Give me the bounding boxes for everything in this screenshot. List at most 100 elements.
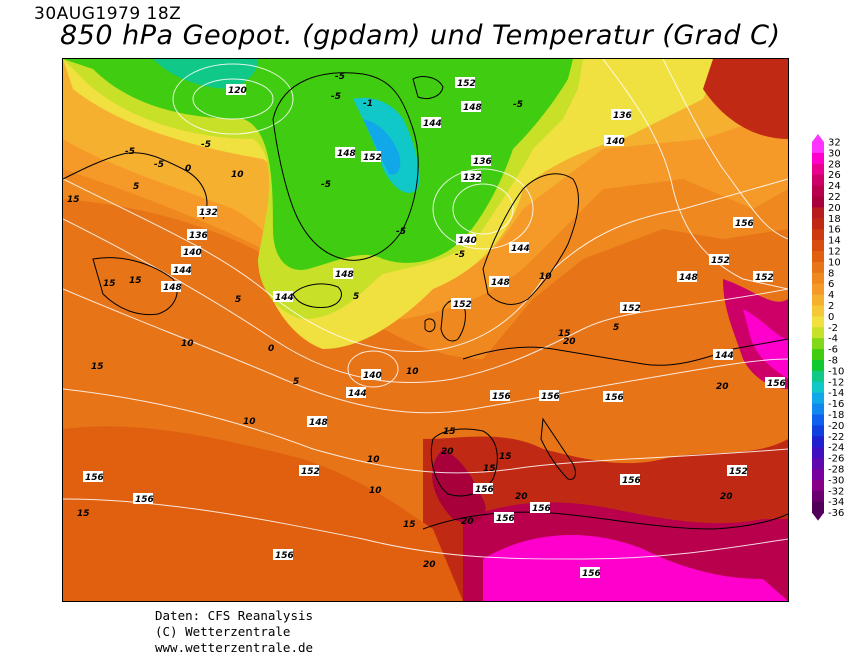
svg-text:10: 10 [406, 367, 419, 377]
temp-band-minus6-north [153, 59, 258, 89]
temperature-legend: 32 30 28 26 24 22 20 18 16 14 12 10 8 6 4 2 0 -2 -4 -6 -8 -10… [812, 134, 844, 524]
svg-text:152: 152 [729, 467, 748, 477]
svg-text:152: 152 [301, 467, 320, 477]
legend-swatch [812, 218, 824, 230]
svg-text:148: 148 [163, 283, 182, 293]
legend-swatch [812, 163, 824, 176]
legend-tick-label: 24 [828, 181, 841, 192]
svg-text:20: 20 [441, 447, 454, 457]
legend-tick-label: -26 [828, 454, 844, 465]
legend-swatch [812, 316, 824, 328]
legend-tick-label: 14 [828, 236, 841, 247]
legend-tick-label: -20 [828, 421, 844, 432]
svg-text:152: 152 [711, 256, 730, 266]
svg-text:10: 10 [369, 486, 382, 496]
svg-text:144: 144 [275, 293, 294, 303]
legend-bottom-arrow [812, 512, 824, 521]
legend-swatch [812, 414, 824, 426]
legend-tick-label: -36 [828, 508, 844, 519]
svg-text:10: 10 [231, 170, 244, 180]
svg-text:15: 15 [499, 452, 512, 462]
temperature-labels: -5 -5 -5 -5 -5 -1 -5 -5 0 5 10 15 15 15 … [67, 72, 733, 570]
svg-text:15: 15 [403, 520, 416, 530]
svg-text:152: 152 [755, 273, 774, 283]
svg-text:-5: -5 [154, 160, 164, 170]
legend-swatch [812, 305, 824, 317]
svg-text:140: 140 [458, 236, 477, 246]
legend-tick-label: -34 [828, 497, 844, 508]
legend-swatch [812, 272, 824, 285]
svg-text:5: 5 [133, 182, 139, 192]
temp-band-12 [63, 426, 463, 601]
svg-text:20: 20 [423, 560, 436, 570]
svg-text:-5: -5 [335, 72, 345, 82]
legend-tick-label: 26 [828, 170, 841, 181]
legend-tick-label: 0 [828, 312, 834, 323]
legend-swatch [812, 142, 824, 154]
legend-swatch [812, 251, 824, 263]
legend-swatch [812, 261, 824, 274]
legend-tick-label: -22 [828, 432, 844, 443]
legend-swatch [812, 370, 824, 383]
legend-swatch [812, 479, 824, 492]
svg-text:148: 148 [491, 278, 510, 288]
svg-text:144: 144 [511, 244, 530, 254]
map-canvas: 120 152 148 144 136 140 136 148 152 132 … [63, 59, 788, 601]
legend-tick-label: -6 [828, 345, 838, 356]
svg-text:144: 144 [715, 351, 734, 361]
legend-tick-label: -32 [828, 486, 844, 497]
legend-tick-label: -14 [828, 388, 844, 399]
credits-copyright: (C) Wetterzentrale [155, 624, 291, 639]
greenland-cold-core-inner [363, 119, 401, 175]
svg-text:152: 152 [453, 300, 472, 310]
svg-text:5: 5 [613, 323, 619, 333]
svg-text:-5: -5 [125, 147, 135, 157]
legend-tick-label: 28 [828, 159, 841, 170]
run-date: 30AUG1979 18Z [34, 4, 182, 24]
legend-swatch [812, 174, 824, 187]
svg-text:10: 10 [367, 455, 380, 465]
legend-tick-label: 12 [828, 247, 841, 258]
svg-text:156: 156 [622, 476, 641, 486]
svg-text:156: 156 [767, 379, 786, 389]
svg-text:-5: -5 [396, 227, 406, 237]
svg-text:136: 136 [189, 231, 208, 241]
svg-text:-5: -5 [201, 140, 211, 150]
legend-swatch [812, 392, 824, 405]
legend-tick-label: -24 [828, 443, 844, 454]
legend-tick-label: 2 [828, 301, 834, 312]
svg-text:10: 10 [243, 417, 256, 427]
svg-text:15: 15 [77, 509, 90, 519]
svg-text:5: 5 [353, 292, 359, 302]
legend-tick-label: 22 [828, 192, 841, 203]
legend-tick-label: 10 [828, 257, 841, 268]
legend-swatch [812, 447, 824, 459]
legend-swatch [812, 152, 824, 165]
legend-tick-label: -12 [828, 377, 844, 388]
svg-text:152: 152 [622, 304, 641, 314]
svg-text:20: 20 [720, 492, 733, 502]
svg-text:15: 15 [91, 362, 104, 372]
legend-swatch [812, 403, 824, 415]
legend-swatch [812, 458, 824, 470]
svg-text:15: 15 [443, 427, 456, 437]
geopotential-labels: 120 152 148 144 136 140 136 148 152 132 … [83, 77, 786, 579]
legend-tick-label: -8 [828, 356, 838, 367]
credits-data-source: Daten: CFS Reanalysis [155, 608, 314, 623]
svg-text:20: 20 [515, 492, 528, 502]
legend-swatch [812, 490, 824, 503]
credits: Daten: CFS Reanalysis (C) Wetterzentrale… [155, 608, 313, 656]
svg-text:148: 148 [337, 149, 356, 159]
svg-text:144: 144 [423, 119, 442, 129]
legend-tick-label: -4 [828, 334, 838, 345]
legend-swatch [812, 436, 824, 448]
svg-text:20: 20 [563, 337, 576, 347]
legend-top-arrow [812, 134, 824, 142]
legend-swatch [812, 327, 824, 339]
svg-text:10: 10 [539, 272, 552, 282]
svg-text:20: 20 [461, 517, 474, 527]
svg-text:140: 140 [183, 248, 202, 258]
svg-text:10: 10 [181, 339, 194, 349]
svg-text:0: 0 [185, 164, 191, 174]
svg-text:120: 120 [228, 86, 247, 96]
